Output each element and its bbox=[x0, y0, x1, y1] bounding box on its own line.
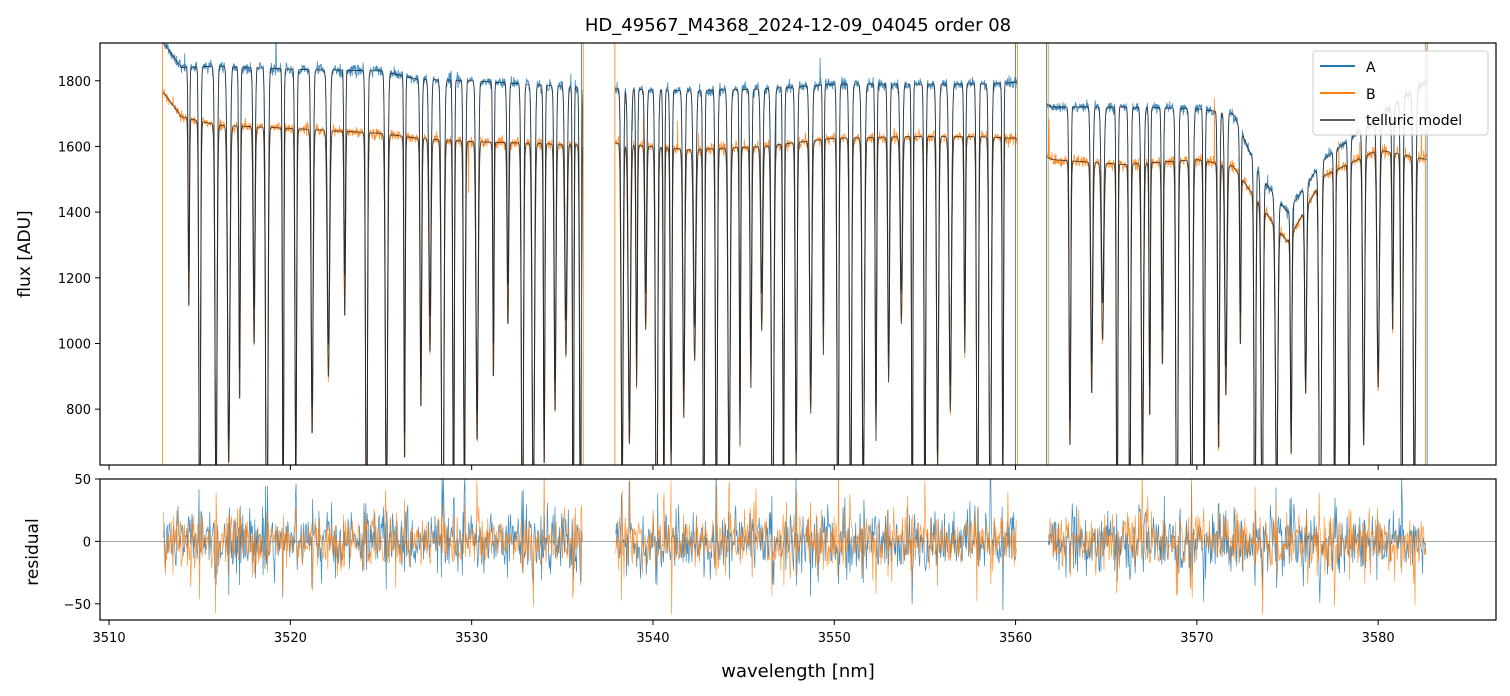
flux-panel: 800 1000 1200 1400 1600 1800 flux [ADU] A B t… bbox=[15, 42, 1497, 470]
legend-label-model: telluric model bbox=[1366, 113, 1462, 129]
residual-a-line bbox=[163, 479, 583, 598]
x-tick-label: 3580 bbox=[1362, 631, 1395, 646]
legend-frame bbox=[1312, 50, 1489, 136]
flux-y-tick-label: 1200 bbox=[58, 272, 91, 287]
flux-y-tick-label: 1000 bbox=[58, 337, 91, 352]
telluric-model-a-line bbox=[162, 43, 584, 465]
x-tick-label: 3510 bbox=[93, 631, 126, 646]
flux-y-tick-label: 1600 bbox=[58, 140, 91, 155]
flux-y-tick-label: 1800 bbox=[58, 75, 91, 90]
telluric-model-a-line bbox=[614, 81, 1018, 465]
x-tick-label: 3530 bbox=[455, 631, 488, 646]
flux-y-tick-label: 800 bbox=[66, 403, 91, 418]
residual-x-ticks: 3510 3520 3530 3540 3550 3560 3570 3580 bbox=[93, 620, 1395, 646]
flux-plot-frame bbox=[99, 42, 1497, 466]
residual-y-tick-label: 0 bbox=[83, 535, 91, 550]
telluric-model-b-line bbox=[614, 136, 1018, 465]
residual-series-group bbox=[100, 479, 1496, 615]
residual-y-axis-label: residual bbox=[23, 518, 43, 585]
flux-y-tick-label: 1400 bbox=[58, 206, 91, 221]
residual-b-line bbox=[1047, 479, 1427, 615]
legend: A B telluric model bbox=[1312, 50, 1489, 136]
x-tick-label: 3550 bbox=[818, 631, 851, 646]
residual-b-line bbox=[615, 479, 1017, 615]
telluric-model-b-line bbox=[162, 91, 584, 465]
residual-y-ticks: −50 0 50 bbox=[64, 473, 100, 613]
flux-series-group bbox=[162, 43, 1428, 465]
residual-y-tick-label: −50 bbox=[64, 598, 91, 613]
residual-plot-frame bbox=[99, 478, 1497, 621]
residual-y-tick-label: 50 bbox=[74, 473, 91, 488]
flux-y-axis-label: flux [ADU] bbox=[15, 210, 35, 297]
flux-y-ticks: 800 1000 1200 1400 1600 1800 bbox=[58, 75, 100, 418]
telluric-model-b-line bbox=[1047, 150, 1427, 465]
chart-title: HD_49567_M4368_2024-12-09_04045 order 08 bbox=[585, 15, 1011, 36]
x-tick-label: 3520 bbox=[274, 631, 307, 646]
residual-b-line bbox=[163, 479, 583, 614]
x-tick-label: 3540 bbox=[636, 631, 669, 646]
legend-label-a: A bbox=[1366, 60, 1376, 76]
x-axis-label: wavelength [nm] bbox=[721, 661, 875, 682]
flux-x-ticks bbox=[108, 465, 1379, 470]
x-tick-label: 3560 bbox=[999, 631, 1032, 646]
legend-label-b: B bbox=[1366, 87, 1376, 103]
x-tick-label: 3570 bbox=[1180, 631, 1213, 646]
